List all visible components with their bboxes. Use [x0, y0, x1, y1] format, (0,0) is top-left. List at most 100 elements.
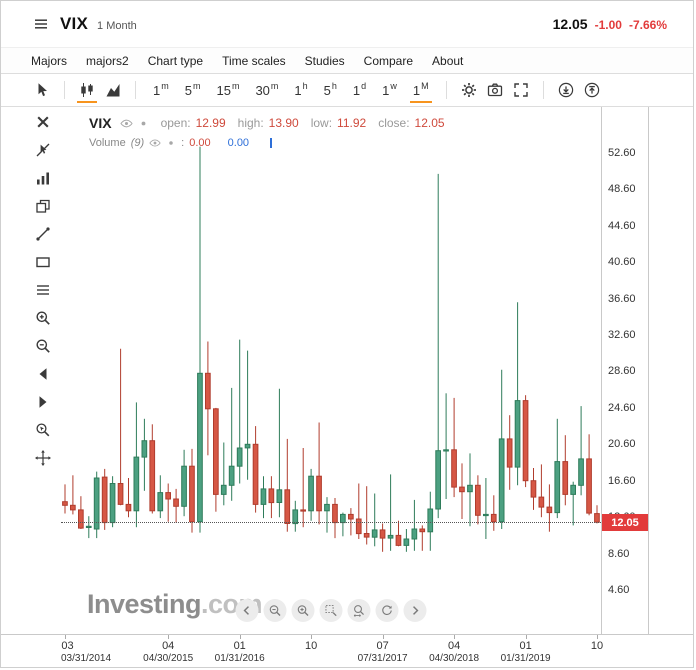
tool-clone-layers-button[interactable]: [32, 196, 54, 216]
chevron-right-icon: [413, 606, 419, 615]
high-value: 13.90: [268, 116, 299, 130]
x-axis-tick-mark: [239, 635, 241, 639]
x-axis-tick-mark: [454, 635, 456, 639]
tool-step-forward-button[interactable]: [32, 392, 54, 412]
candlestick-chart-icon: [81, 83, 93, 97]
tool-move-crosshair-button[interactable]: [32, 448, 54, 468]
y-axis-label: 8.60: [608, 548, 630, 560]
chart-nav-zoom-x-button[interactable]: [347, 599, 371, 622]
tool-zoom-out-button[interactable]: [32, 336, 54, 356]
header-left: VIX 1 Month: [31, 14, 137, 34]
time-axis[interactable]: 03 03/31/2014 04 04/30/2015 01 01/31/2016 10 07…: [61, 635, 603, 667]
timeframe-number: 30: [255, 82, 270, 98]
tool-pointer-button[interactable]: [29, 77, 55, 103]
series-visibility-icon[interactable]: [119, 117, 133, 130]
y-axis-label: 48.60: [608, 183, 636, 195]
tool-parallel-lines-button[interactable]: [32, 280, 54, 300]
timeframe-number: 15: [216, 82, 231, 98]
close-label: close:: [378, 116, 410, 130]
tool-step-back-button[interactable]: [32, 364, 54, 384]
hamburger-icon: [35, 19, 47, 29]
tool-close-button[interactable]: [32, 112, 54, 132]
chart-nav-chevron-left-button[interactable]: [235, 599, 259, 622]
x-axis-label: 04: [162, 640, 175, 652]
move-crosshair-icon: [35, 450, 51, 466]
x-axis-date-label: 07/31/2017: [357, 653, 408, 664]
tool-settings-button[interactable]: [456, 77, 482, 103]
tool-download-chart-button[interactable]: [553, 77, 579, 103]
tool-zoom-in-button[interactable]: [32, 308, 54, 328]
menu-toggle-button[interactable]: [31, 14, 51, 34]
volume-separator: :: [181, 137, 185, 149]
chart-nav-zoom-out-button[interactable]: [263, 599, 287, 622]
watermark-brand: Investing: [87, 589, 202, 619]
chart-navigation: [235, 599, 427, 622]
zoom-x-icon: [353, 605, 364, 617]
drawing-tools-column: [25, 107, 61, 634]
symbol-title: VIX: [60, 14, 89, 33]
menu-item-time-scales[interactable]: Time scales: [222, 53, 286, 68]
menu-item-majors2[interactable]: majors2: [86, 53, 129, 68]
menu-item-majors[interactable]: Majors: [31, 53, 68, 68]
timeframe-30m-button[interactable]: 30 m: [247, 77, 286, 103]
close-icon: [37, 116, 49, 128]
zoom-in-icon: [297, 605, 309, 617]
timeframe-number: 1: [294, 82, 302, 98]
zoom-area-icon: [325, 605, 337, 617]
timeframe-unit: m: [270, 81, 279, 91]
tool-screenshot-button[interactable]: [482, 77, 508, 103]
tool-trendline-button[interactable]: [32, 224, 54, 244]
parallel-lines-icon: [37, 285, 49, 295]
tool-indicators-button[interactable]: [32, 168, 54, 188]
y-axis-label: 52.60: [608, 147, 636, 159]
volume-value: 0.00: [189, 137, 211, 149]
tool-rectangle-tool-button[interactable]: [32, 252, 54, 272]
chart-nav-chevron-right-button[interactable]: [403, 599, 427, 622]
menu-item-chart-type[interactable]: Chart type: [147, 53, 204, 68]
volume-param: (9): [130, 137, 145, 149]
volume-legend-row: Volume (9) : 0.00 0.00: [89, 137, 445, 149]
timeframe-number: 1: [352, 82, 361, 98]
menu-item-studies[interactable]: Studies: [304, 53, 345, 68]
chart-nav-zoom-area-button[interactable]: [319, 599, 343, 622]
chart-plot[interactable]: VIX open: 12.99 high: 13.90 low: 11.92 c…: [61, 107, 601, 634]
tool-candlestick-chart-button[interactable]: [74, 77, 100, 103]
toolbar-divider: [445, 81, 447, 99]
chart-nav-zoom-reset-button[interactable]: [375, 599, 399, 622]
timeframe-15m-button[interactable]: 15 m: [208, 77, 247, 103]
volume-visibility-icon[interactable]: [149, 137, 161, 149]
high-label: high:: [237, 116, 264, 130]
tool-area-chart-button[interactable]: [100, 77, 126, 103]
candlestick-chart-canvas[interactable]: [61, 107, 601, 634]
y-axis-label: 40.60: [608, 256, 636, 268]
low-value: 11.92: [337, 116, 367, 130]
volume-options-icon[interactable]: [166, 138, 176, 148]
volume-value-2: 0.00: [227, 137, 250, 149]
tool-zoom-select-button[interactable]: [32, 420, 54, 440]
volume-cursor-bar: [270, 138, 273, 148]
eye-icon: [149, 139, 161, 147]
right-gutter: [649, 107, 693, 634]
series-options-icon[interactable]: [138, 118, 149, 129]
price-axis[interactable]: 4.608.6012.6016.6020.6024.6028.6032.6036…: [601, 107, 649, 634]
left-gutter: [1, 107, 25, 634]
tool-upload-chart-button[interactable]: [579, 77, 605, 103]
chart-nav-zoom-in-button[interactable]: [291, 599, 315, 622]
tool-fullscreen-button[interactable]: [508, 77, 534, 103]
menu-item-compare[interactable]: Compare: [363, 53, 414, 68]
pointer-icon: [38, 83, 47, 97]
upload-chart-icon: [584, 82, 599, 98]
x-axis-label: 03: [61, 640, 74, 652]
rectangle-tool-icon: [36, 257, 50, 268]
menu-item-about[interactable]: About: [432, 53, 464, 68]
tool-cursor-disabled-button[interactable]: [32, 140, 54, 160]
time-axis-right-pad: [601, 635, 693, 667]
zoom-out-icon: [269, 605, 281, 617]
